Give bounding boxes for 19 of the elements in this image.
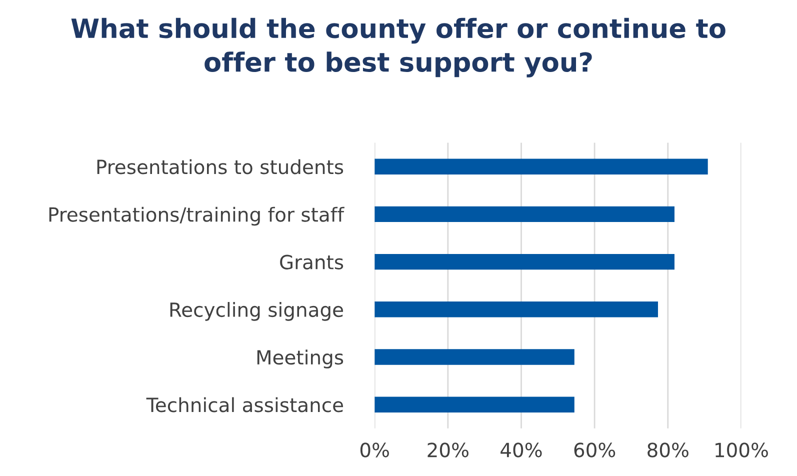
y-tick-label: Meetings: [257, 350, 344, 368]
y-tick-label: Presentations/training for staff: [49, 206, 344, 226]
bar: [374, 254, 674, 270]
bar: [374, 396, 574, 412]
chart-title: What should the county offer or continue to offer to best support you?: [71, 18, 726, 78]
y-tick-label: Technical assistance: [146, 397, 344, 412]
x-tick-label: 40%: [500, 442, 542, 458]
x-tick-label: 60%: [574, 442, 616, 458]
y-tick-label: Presentations to students: [97, 159, 344, 174]
y-tick-label: Recycling signage: [170, 302, 343, 321]
bar: [374, 206, 674, 222]
x-tick-label: 20%: [428, 442, 468, 458]
bar: [374, 349, 574, 365]
x-tick-label: 80%: [648, 442, 688, 458]
x-tick-label: 100%: [716, 442, 768, 458]
bar: [374, 302, 658, 318]
y-tick-label: Grants: [280, 254, 344, 270]
x-tick-label: 0%: [360, 442, 389, 458]
bar: [374, 158, 708, 174]
